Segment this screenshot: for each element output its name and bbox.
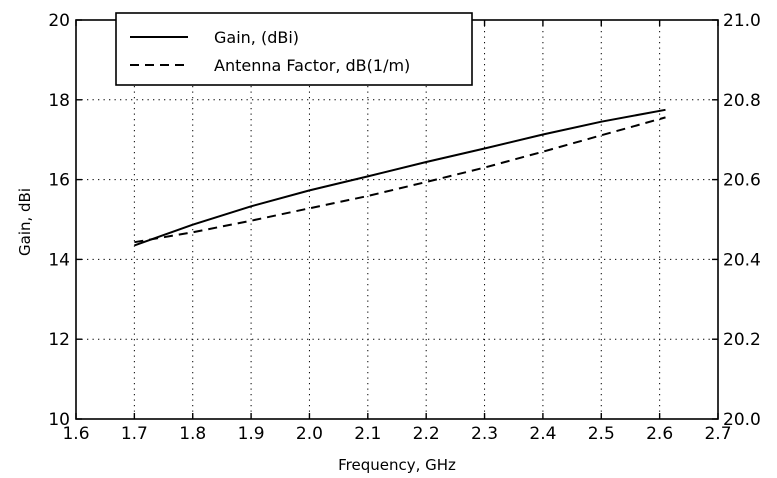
- y-left-tick-label: 16: [48, 171, 70, 191]
- x-tick-label: 2.2: [413, 424, 440, 444]
- y-right-tick-label: 20.8: [723, 91, 761, 111]
- y-right-tick-label: 20.0: [723, 410, 761, 430]
- legend: Gain, (dBi) Antenna Factor, dB(1/m): [115, 12, 473, 86]
- y-left-tick-label: 18: [48, 91, 70, 111]
- y-left-tick-label: 14: [48, 250, 70, 270]
- y-right-tick-label: 21.0: [723, 11, 761, 31]
- y-right-tick-label: 20.6: [723, 171, 761, 191]
- y-axis-label: Gain, dBi: [16, 188, 34, 256]
- x-tick-labels: 1.6 1.7 1.8 1.9 2.0 2.1 2.2 2.3 2.4 2.5 2.6 2.7: [62, 424, 731, 444]
- x-tick-label: 2.4: [529, 424, 556, 444]
- y-left-tick-labels: 10 12 14 16 18 20: [48, 11, 70, 430]
- x-tick-label: 1.7: [121, 424, 148, 444]
- y-right-tick-labels: 20.0 20.2 20.4 20.6 20.8 21.0: [723, 11, 761, 430]
- y-right-tick-label: 20.2: [723, 330, 761, 350]
- legend-label-gain: Gain, (dBi): [214, 28, 299, 47]
- y-left-tick-label: 10: [48, 410, 70, 430]
- x-tick-label: 1.6: [62, 424, 89, 444]
- x-tick-label: 2.7: [704, 424, 731, 444]
- x-axis-label: Frequency, GHz: [338, 456, 456, 474]
- legend-box: [115, 12, 473, 86]
- series-layer: [134, 108, 666, 247]
- x-tick-label: 2.6: [646, 424, 673, 444]
- x-tick-label: 2.3: [471, 424, 498, 444]
- y-right-tick-label: 20.4: [723, 250, 761, 270]
- x-tick-label: 2.0: [296, 424, 323, 444]
- x-tick-label: 2.1: [354, 424, 381, 444]
- x-tick-label: 1.8: [179, 424, 206, 444]
- grid: [76, 20, 718, 419]
- x-tick-label: 2.5: [588, 424, 615, 444]
- x-tick-label: 1.9: [238, 424, 265, 444]
- y-left-tick-label: 12: [48, 330, 70, 350]
- y-left-tick-label: 20: [48, 11, 70, 31]
- legend-label-antenna-factor: Antenna Factor, dB(1/m): [214, 56, 410, 75]
- series-line-0: [134, 108, 666, 247]
